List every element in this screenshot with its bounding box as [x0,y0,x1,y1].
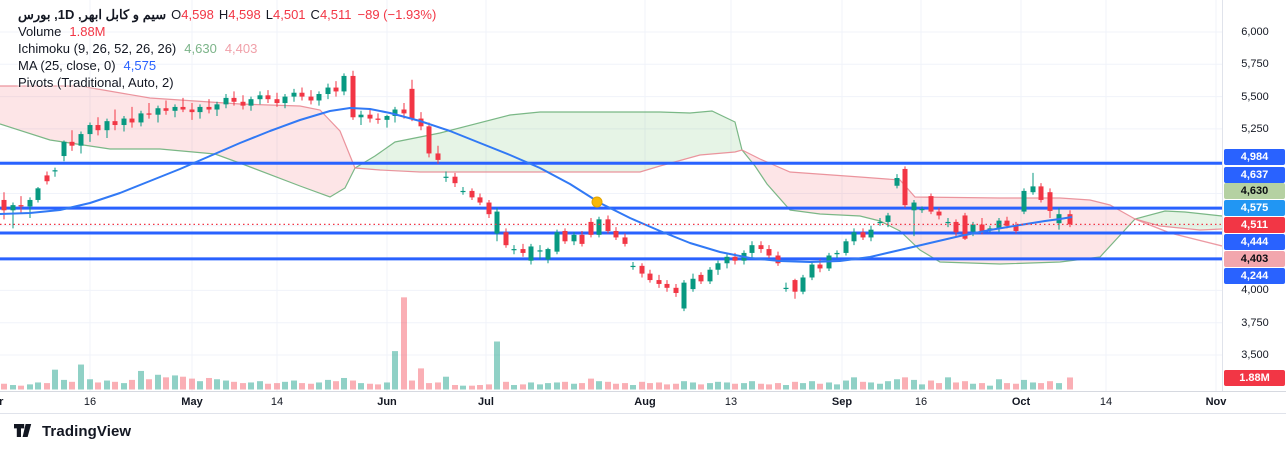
time-tick-label: May [181,396,203,408]
ohlc-value: 4,598 [228,7,261,22]
ohlc-label: H [218,7,229,22]
price-change: −89 (−1.93%) [357,7,437,22]
price-tick-label: 3,500 [1241,349,1269,361]
price-tick-label: 5,750 [1241,58,1269,71]
ohlc-value: 4,511 [319,7,352,22]
ohlc-label: O [171,7,182,22]
legend-row-ichimoku[interactable]: Ichimoku (9, 26, 52, 26, 26) 4,630 4,403 [18,40,436,57]
time-axis[interactable]: Apr 16 May 14 Jun Jul Aug 13 Sep 16 Oct 14 Nov [0,391,1286,414]
indicator-name: Pivots (Traditional, Auto, 2) [18,75,174,90]
event-marker-dot [591,196,603,208]
tradingview-logo[interactable]: TradingView [14,423,131,440]
legend-row-ma[interactable]: MA (25, close, 0) 4,575 [18,57,436,74]
ohlc-label: L [265,7,273,22]
chart-canvas[interactable] [0,0,1222,391]
price-axis-badge: 4,444 [1224,234,1285,250]
price-tick-label: 5,500 [1241,90,1269,103]
price-axis[interactable]: 6,000 5,750 5,500 5,250 4,000 3,750 3,500 4,984… [1222,0,1286,412]
ma-line [0,107,1073,263]
candles [1,70,1073,312]
time-tick-label: 14 [1099,396,1113,408]
time-tick-label: 13 [724,396,738,408]
indicator-name: Ichimoku (9, 26, 52, 26, 26) [18,41,177,56]
price-axis-badge: 4,244 [1224,268,1285,284]
price-axis-badge: 4,984 [1224,149,1285,165]
price-axis-badge: 4,630 [1224,183,1285,199]
indicator-legend-rows: Volume 1.88M Ichimoku (9, 26, 52, 26, 26) 4… [18,23,436,91]
ohlc-values: O4,598 H4,598 L4,501 C4,511 [166,7,351,22]
price-axis-badge: 4,575 [1224,200,1285,216]
grid [0,0,1222,391]
price-tick-label: 3,750 [1241,316,1269,329]
price-axis-badge: 4,403 [1224,251,1285,267]
price-axis-badge: 1.88M [1224,370,1285,386]
chart-pane[interactable]: سیم و کابل ابهر, 1D, بورس O4,598 H4,598 L4,… [0,0,1222,391]
ohlc-label: C [310,7,320,22]
legend: سیم و کابل ابهر, 1D, بورس O4,598 H4,598 L4,… [18,6,436,91]
price-tick-label: 6,000 [1241,26,1269,38]
symbol-title[interactable]: سیم و کابل ابهر, 1D, بورس [18,7,167,22]
legend-row-pivots[interactable]: Pivots (Traditional, Auto, 2) [18,74,436,91]
tradingview-logo-text: TradingView [42,423,132,440]
tradingview-logo-icon [14,424,36,439]
ohlc-value: 4,598 [181,7,214,22]
time-tick-label: Nov [1205,396,1227,408]
ohlc-value: 4,501 [273,7,306,22]
time-tick-label: Sep [831,396,853,408]
time-tick-label: Jun [377,396,397,408]
price-tick-label: 5,250 [1241,122,1269,135]
time-tick-label: 14 [270,396,284,408]
ichimoku-cloud [0,85,1222,265]
time-tick-label: Aug [634,396,656,408]
indicator-name: Volume [18,24,62,39]
symbol-legend-row[interactable]: سیم و کابل ابهر, 1D, بورس O4,598 H4,598 L4,… [18,6,436,23]
indicator-value: 4,630 [184,41,217,56]
price-axis-badge: 4,511 [1224,217,1285,233]
indicator-value: 4,575 [123,58,157,73]
indicator-name: MA (25, close, 0) [18,58,116,73]
indicator-value: 1.88M [69,24,106,39]
volume-bars [1,297,1073,390]
time-tick-label: Jul [478,396,494,408]
legend-row-volume[interactable]: Volume 1.88M [18,23,436,40]
price-axis-badge: 4,637 [1224,167,1285,183]
indicator-value: 4,403 [224,41,258,56]
time-tick-label: Apr [0,396,3,408]
time-tick-label: Oct [1011,396,1031,408]
price-tick-label: 4,000 [1241,284,1269,297]
time-tick-label: 16 [914,396,928,408]
time-tick-label: 16 [83,396,97,408]
